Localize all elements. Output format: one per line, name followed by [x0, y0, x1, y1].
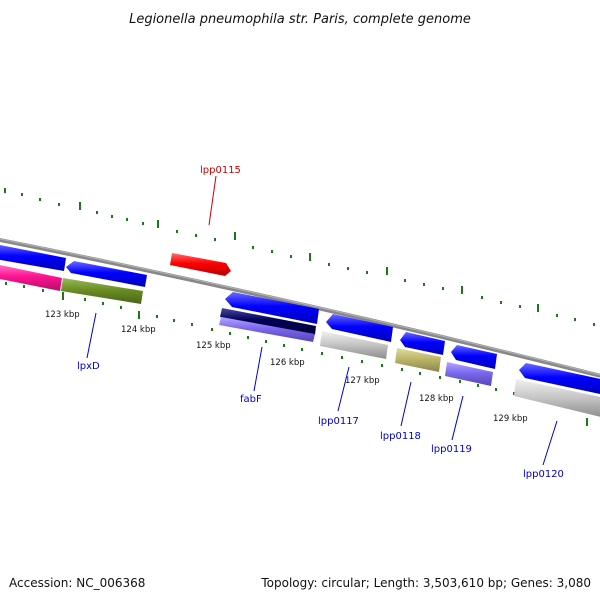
gene-label-lpp0119: lpp0119	[431, 444, 472, 455]
genome-backbone	[0, 237, 600, 378]
tick-label-129kbp: 129 kbp	[493, 414, 528, 424]
left-features	[0, 244, 147, 304]
gene-label-lines	[86, 175, 558, 466]
tick-labels: 123 kbp 124 kbp 125 kbp 126 kbp 127 kbp …	[45, 310, 528, 424]
gene-label-lpxD: lpxD	[77, 361, 100, 372]
topology-text: Topology: circular; Length: 3,503,610 bp…	[260, 576, 591, 590]
feature-lpp0117-group	[320, 314, 393, 359]
gene-label-fabF: fabF	[240, 394, 262, 405]
inner-tick-row	[5, 282, 588, 426]
tick-label-126kbp: 126 kbp	[270, 358, 305, 368]
feature-fabF-group	[219, 292, 319, 342]
accession-text: Accession: NC_006368	[9, 576, 145, 590]
tick-label-125kbp: 125 kbp	[196, 341, 231, 351]
tick-label-123kbp: 123 kbp	[45, 310, 80, 320]
tick-label-124kbp: 124 kbp	[121, 325, 156, 335]
gene-labels: lpp0115 lpxD fabF lpp0117 lpp0118 lpp011…	[77, 165, 564, 480]
tick-label-128kbp: 128 kbp	[419, 394, 454, 404]
gene-label-lpp0118: lpp0118	[380, 431, 421, 442]
outer-tick-row	[4, 188, 595, 326]
gene-label-lpp0115: lpp0115	[200, 165, 241, 176]
gene-label-lpp0120: lpp0120	[523, 469, 564, 480]
feature-lpp0120-group	[514, 363, 600, 417]
feature-lpp0119-group	[445, 345, 497, 386]
tick-label-127kbp: 127 kbp	[345, 376, 380, 386]
feature-lpp0115	[170, 253, 231, 276]
gene-label-lpp0117: lpp0117	[318, 416, 359, 427]
feature-lpp0118-group	[395, 332, 445, 372]
map-title: Legionella pneumophila str. Paris, compl…	[129, 12, 471, 27]
